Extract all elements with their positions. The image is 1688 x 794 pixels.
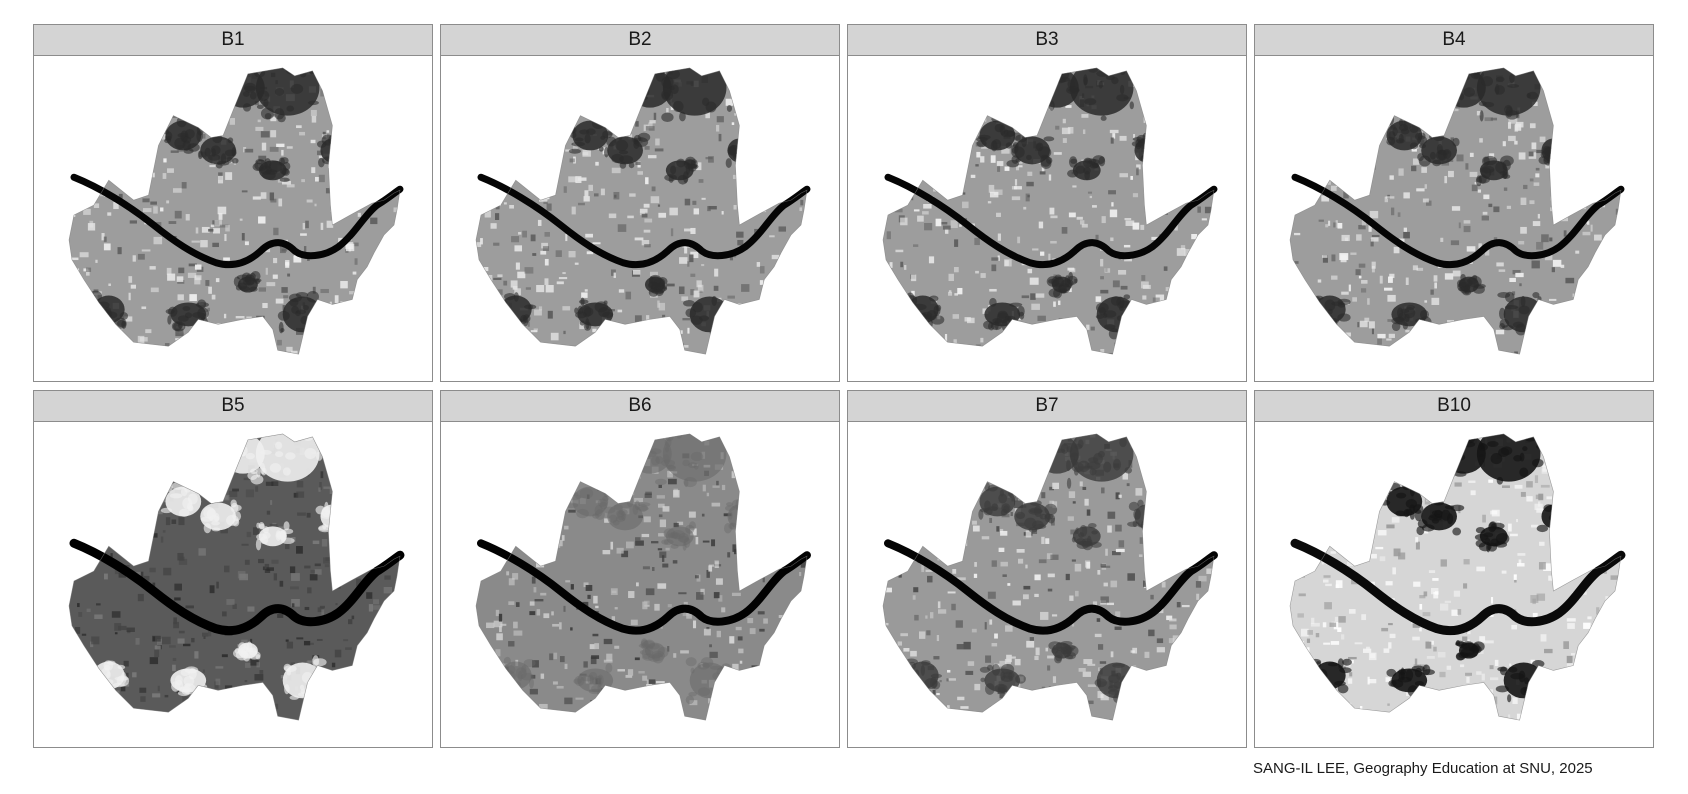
han-river	[884, 173, 1218, 269]
mountain-area	[662, 433, 727, 482]
city-map-svg	[475, 67, 811, 355]
band-map-b6	[441, 422, 839, 747]
mountain-area	[644, 642, 665, 659]
panel-title: B5	[34, 391, 432, 422]
mountain-area	[1476, 67, 1541, 116]
panel-b7: B7	[847, 390, 1247, 748]
panel-title: B6	[441, 391, 839, 422]
han-river	[1290, 538, 1626, 636]
han-river	[477, 173, 811, 269]
han-river	[70, 173, 404, 269]
city-boundary	[68, 433, 401, 721]
panel-title: B10	[1255, 391, 1653, 422]
city-boundary	[1289, 433, 1622, 721]
panel-title: B3	[848, 25, 1246, 56]
panel-title: B1	[34, 25, 432, 56]
city-land	[1290, 67, 1621, 355]
panel-title: B4	[1255, 25, 1653, 56]
band-map-b3	[848, 56, 1246, 381]
city-boundary	[882, 67, 1215, 355]
city-land	[476, 433, 807, 721]
panel-b10: B10	[1254, 390, 1654, 748]
city-boundary	[475, 433, 808, 721]
city-boundary	[882, 433, 1215, 721]
city-map-svg	[882, 433, 1218, 721]
city-map-svg	[1289, 67, 1625, 355]
panel-b2: B2	[440, 24, 840, 382]
mountain-area	[1442, 433, 1486, 474]
band-map-b4	[1255, 56, 1653, 381]
city-land	[69, 67, 400, 355]
panel-b4: B4	[1254, 24, 1654, 382]
mountain-area	[607, 502, 643, 531]
credit-caption: SANG-IL LEE, Geography Education at SNU,…	[1253, 760, 1593, 777]
city-boundary	[68, 67, 401, 355]
han-river	[1291, 173, 1625, 269]
mountain-area	[979, 120, 1016, 151]
mountain-area	[665, 526, 694, 547]
mountain-area	[572, 486, 609, 517]
city-land	[69, 433, 400, 721]
panel-b3: B3	[847, 24, 1247, 382]
han-river	[477, 539, 811, 635]
city-map-svg	[68, 67, 404, 355]
panel-b1: B1	[33, 24, 433, 382]
band-map-b2	[441, 56, 839, 381]
city-map-svg	[882, 67, 1218, 355]
panel-b6: B6	[440, 390, 840, 748]
band-map-b7	[848, 422, 1246, 747]
band-map-b10	[1255, 422, 1653, 747]
city-boundary	[1289, 67, 1622, 355]
band-map-b1	[34, 56, 432, 381]
panel-title: B7	[848, 391, 1246, 422]
band-panel-grid: B1 B2 B3 B4 B5 B6 B7 B10	[33, 24, 1655, 748]
city-map-svg	[1289, 433, 1626, 721]
city-map-svg	[475, 433, 811, 721]
han-river	[884, 539, 1218, 635]
han-river	[69, 538, 405, 636]
panel-b5: B5	[33, 390, 433, 748]
band-map-b5	[34, 422, 432, 747]
city-boundary	[475, 67, 808, 355]
city-map-svg	[68, 433, 405, 721]
city-land	[883, 67, 1214, 355]
panel-title: B2	[441, 25, 839, 56]
